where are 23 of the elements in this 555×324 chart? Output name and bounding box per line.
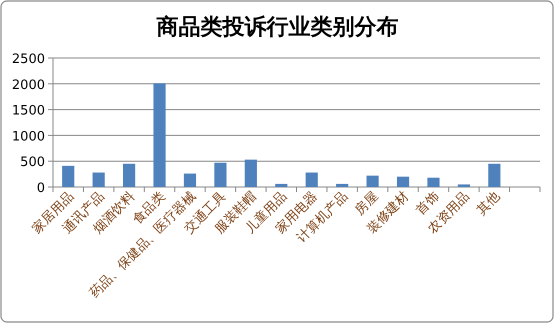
bar (427, 178, 440, 187)
bar (92, 172, 105, 187)
y-tick-label: 1500 (12, 104, 45, 119)
bar (214, 162, 226, 187)
bar (366, 176, 379, 187)
bar (458, 184, 470, 187)
y-tick-label: 2000 (12, 78, 45, 93)
y-tick-label: 0 (36, 181, 45, 196)
bar (153, 83, 166, 187)
y-tick-label: 500 (20, 155, 45, 170)
y-tick-label: 1000 (12, 129, 45, 144)
bar (306, 172, 318, 187)
bar (244, 160, 257, 187)
chart-title: 商品类投诉行业类别分布 (156, 14, 398, 40)
bar (123, 164, 136, 187)
bar (184, 174, 196, 187)
bar (275, 184, 288, 187)
x-tick-label: 其他 (474, 189, 504, 218)
bar (62, 166, 74, 187)
y-tick-label: 2500 (12, 52, 45, 67)
bar (396, 176, 410, 187)
bar (488, 164, 500, 187)
bar (336, 184, 348, 187)
